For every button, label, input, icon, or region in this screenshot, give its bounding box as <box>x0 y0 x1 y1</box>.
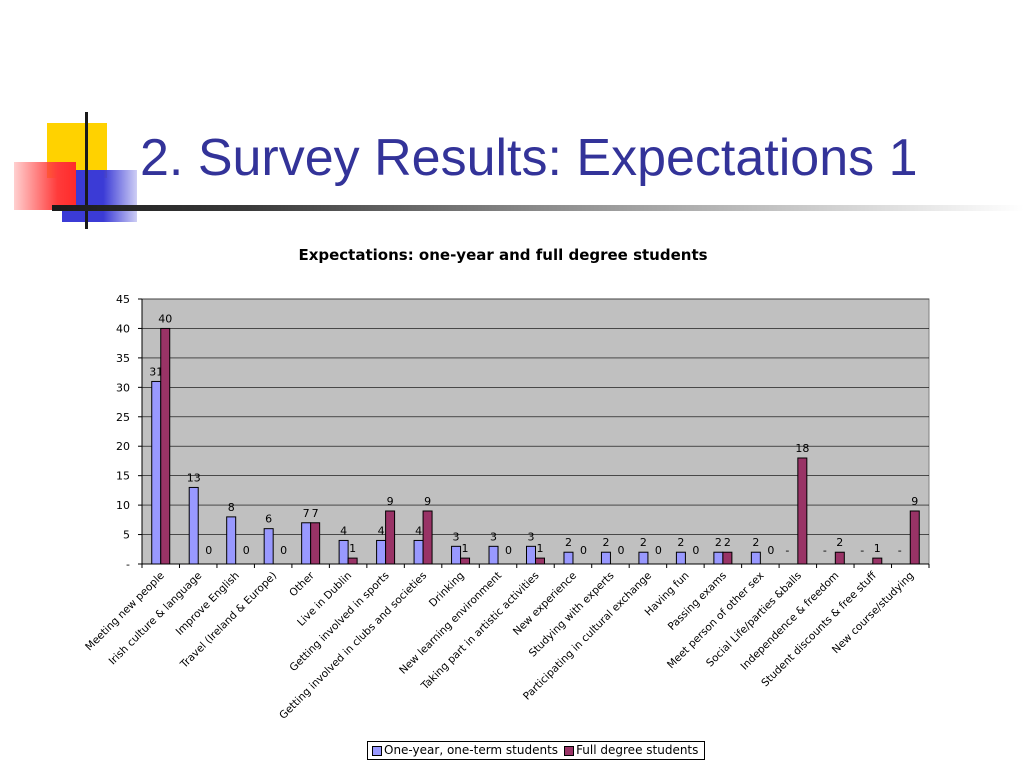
data-label-full-degree: 1 <box>462 542 469 555</box>
bar-one-year <box>675 551 686 565</box>
data-label-full-degree: 9 <box>911 495 918 508</box>
data-label-full-degree: 0 <box>205 544 212 557</box>
chart-title: Expectations: one-year and full degree s… <box>298 246 708 264</box>
bar-full-degree <box>722 551 733 565</box>
bar-full-degree <box>909 510 920 565</box>
data-label-full-degree: 1 <box>874 542 881 555</box>
bar-full-degree <box>797 457 808 565</box>
data-label-one-year: 2 <box>715 536 722 549</box>
decor-vertical-line <box>85 112 88 229</box>
data-label-one-year: - <box>898 544 902 557</box>
data-label-full-degree: 0 <box>692 544 699 557</box>
y-tick-label: - <box>126 558 130 571</box>
bar-full-degree <box>310 522 321 565</box>
data-label-one-year: 13 <box>187 471 201 484</box>
bar-one-year <box>750 551 761 565</box>
y-tick-label: 15 <box>116 470 130 483</box>
data-label-one-year: 3 <box>490 530 497 543</box>
data-label-one-year: 2 <box>565 536 572 549</box>
y-tick-label: 45 <box>116 293 130 306</box>
bar-full-degree <box>872 557 883 565</box>
legend-swatch-full-degree <box>564 745 575 756</box>
data-label-one-year: 6 <box>265 513 272 526</box>
legend-label-one-year: One-year, one-term students <box>384 743 559 757</box>
data-label-one-year: 2 <box>752 536 759 549</box>
bar-one-year <box>338 539 349 565</box>
decor-red-square <box>14 162 76 210</box>
data-label-full-degree: 0 <box>617 544 624 557</box>
x-tick-label: New experience <box>511 570 579 638</box>
bar-one-year <box>376 539 387 565</box>
bar-one-year <box>188 486 199 565</box>
y-tick-label: 10 <box>116 499 130 512</box>
y-tick-label: 40 <box>116 322 130 335</box>
data-label-full-degree: 9 <box>387 495 394 508</box>
bar-one-year <box>263 528 274 565</box>
data-label-full-degree: 1 <box>537 542 544 555</box>
y-tick-label: 35 <box>116 352 130 365</box>
data-label-full-degree: 18 <box>795 442 809 455</box>
data-label-full-degree: 40 <box>158 312 172 325</box>
bar-one-year <box>638 551 649 565</box>
data-label-full-degree: 0 <box>767 544 774 557</box>
data-label-full-degree: 7 <box>312 507 319 520</box>
data-label-full-degree: 0 <box>655 544 662 557</box>
bar-one-year <box>226 516 237 565</box>
bar-full-degree <box>535 557 545 565</box>
x-tick-label: Improve English <box>174 570 242 638</box>
bar-full-degree <box>834 551 845 565</box>
bar-one-year <box>713 551 724 565</box>
bar-one-year <box>451 545 462 565</box>
data-label-full-degree: 0 <box>243 544 250 557</box>
slide-title: 2. Survey Results: Expectations 1 <box>140 129 918 187</box>
bar-one-year <box>563 551 574 565</box>
legend-label-full-degree: Full degree students <box>576 743 699 757</box>
plot-area <box>141 298 930 565</box>
data-label-one-year: 4 <box>415 524 422 537</box>
data-label-one-year: 3 <box>453 530 460 543</box>
legend-item-one-year: One-year, one-term students <box>372 742 558 759</box>
data-label-full-degree: 0 <box>505 544 512 557</box>
data-label-one-year: - <box>823 544 827 557</box>
bar-full-degree <box>160 327 171 565</box>
data-label-full-degree: 0 <box>580 544 587 557</box>
decor-horizontal-rule <box>52 205 1024 211</box>
data-label-full-degree: 9 <box>424 495 431 508</box>
data-label-one-year: 7 <box>303 507 310 520</box>
data-label-one-year: 4 <box>340 524 347 537</box>
bar-one-year <box>301 522 312 565</box>
data-label-full-degree: 2 <box>724 536 731 549</box>
data-label-full-degree: 1 <box>349 542 356 555</box>
legend-item-full-degree: Full degree students <box>564 742 698 759</box>
data-label-full-degree: 2 <box>836 536 843 549</box>
chart-legend: One-year, one-term students Full degree … <box>367 741 706 760</box>
bar-full-degree <box>347 557 358 565</box>
data-label-one-year: 3 <box>528 530 535 543</box>
bar-one-year <box>600 551 611 565</box>
y-tick-label: 25 <box>116 411 130 424</box>
data-label-one-year: 8 <box>228 501 235 514</box>
bar-full-degree <box>422 510 433 565</box>
data-label-one-year: 2 <box>640 536 647 549</box>
x-tick-label: Other <box>287 569 317 599</box>
bar-one-year <box>526 545 536 565</box>
data-label-one-year: 2 <box>677 536 684 549</box>
bar-one-year <box>151 380 162 565</box>
y-tick-label: 30 <box>116 381 130 394</box>
data-label-one-year: 31 <box>149 365 163 378</box>
data-label-one-year: - <box>860 544 864 557</box>
data-label-one-year: 2 <box>602 536 609 549</box>
y-tick-label: 5 <box>123 529 130 542</box>
bar-full-degree <box>385 510 396 565</box>
y-tick-label: 20 <box>116 440 130 453</box>
data-label-full-degree: 0 <box>280 544 287 557</box>
bar-one-year <box>488 545 499 565</box>
bar-full-degree <box>460 557 471 565</box>
bar-one-year <box>413 539 424 565</box>
legend-swatch-one-year <box>372 745 382 756</box>
data-label-one-year: - <box>785 544 789 557</box>
data-label-one-year: 4 <box>378 524 385 537</box>
